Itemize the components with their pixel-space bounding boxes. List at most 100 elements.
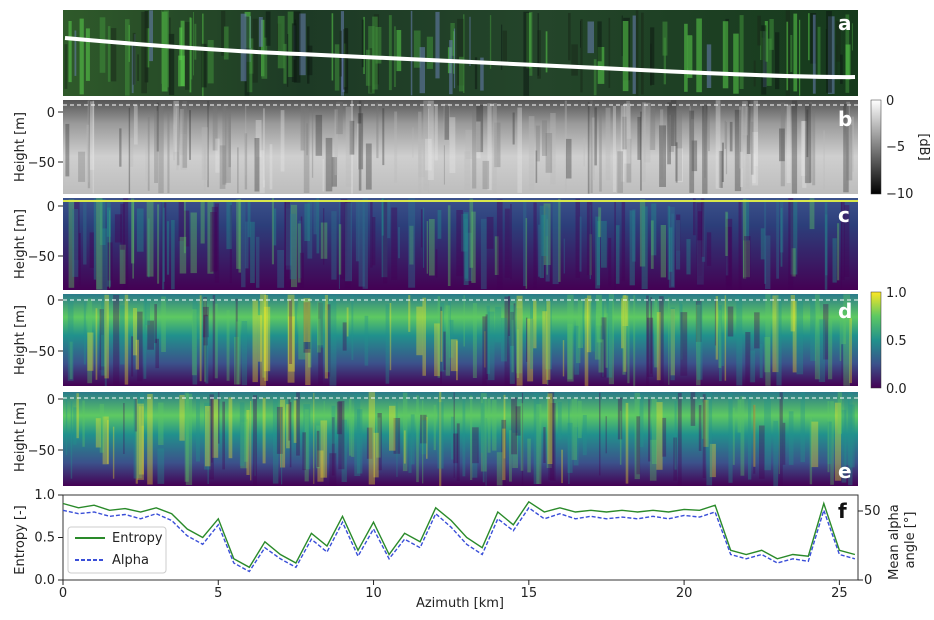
texture-streak <box>836 20 841 62</box>
texture-streak <box>173 124 176 161</box>
texture-streak <box>272 395 279 484</box>
texture-streak <box>109 210 111 289</box>
texture-streak <box>244 419 248 462</box>
texture-streak <box>410 10 413 96</box>
texture-streak <box>788 198 794 290</box>
texture-streak <box>408 295 411 332</box>
texture-streak <box>331 13 334 81</box>
texture-streak <box>546 219 548 275</box>
texture-streak <box>510 203 512 280</box>
texture-streak <box>293 400 297 443</box>
texture-streak <box>368 392 375 485</box>
texture-streak <box>229 205 232 284</box>
texture-streak <box>453 392 455 478</box>
texture-streak <box>733 33 739 94</box>
texture-streak <box>596 294 602 326</box>
texture-streak <box>706 392 713 486</box>
texture-streak <box>228 397 233 459</box>
colorbar-viridis-tick-05: 0.5 <box>886 334 907 349</box>
texture-streak <box>450 23 455 56</box>
texture-streak <box>322 158 324 192</box>
texture-streak <box>244 133 248 190</box>
texture-streak <box>482 396 485 483</box>
texture-streak <box>382 108 385 166</box>
texture-streak <box>211 397 213 463</box>
texture-streak <box>133 104 138 145</box>
texture-streak <box>204 402 211 470</box>
texture-streak <box>601 220 607 268</box>
texture-streak <box>288 399 291 441</box>
texture-streak <box>577 400 582 439</box>
texture-streak <box>331 211 337 280</box>
colorbar-db-tick-0: 0 <box>886 94 894 109</box>
texture-streak <box>484 331 486 368</box>
panel-e: e 0 −50 Height [m] <box>13 392 858 486</box>
texture-streak <box>650 220 654 269</box>
texture-streak <box>191 309 197 376</box>
texture-streak <box>250 221 255 283</box>
texture-streak <box>443 103 450 145</box>
texture-streak <box>145 296 150 326</box>
texture-streak <box>90 101 95 170</box>
texture-streak <box>86 124 90 183</box>
x-tick-label: 25 <box>831 586 848 601</box>
texture-streak <box>596 221 601 286</box>
texture-streak <box>447 205 451 286</box>
texture-streak <box>155 338 159 369</box>
texture-streak <box>136 208 144 252</box>
texture-streak <box>416 395 419 483</box>
texture-streak <box>526 317 528 362</box>
texture-streak <box>298 220 302 279</box>
texture-streak <box>538 224 541 277</box>
texture-streak <box>674 400 677 470</box>
texture-streak <box>599 392 601 476</box>
texture-streak <box>313 199 317 235</box>
texture-streak <box>621 15 623 57</box>
panel-f-yright-tick-0: 0 <box>864 573 872 588</box>
texture-streak <box>636 416 641 475</box>
texture-streak <box>851 23 853 51</box>
texture-streak <box>742 101 748 136</box>
texture-streak <box>809 198 815 230</box>
texture-streak <box>448 297 451 346</box>
texture-streak <box>650 297 653 374</box>
texture-streak <box>183 210 190 247</box>
texture-streak <box>259 150 265 194</box>
texture-streak <box>472 303 477 378</box>
texture-streak <box>83 302 86 365</box>
texture-streak <box>462 397 466 477</box>
texture-streak <box>480 403 483 453</box>
texture-streak <box>99 403 105 453</box>
texture-streak <box>621 201 626 282</box>
texture-streak <box>234 336 239 385</box>
texture-streak <box>545 207 550 282</box>
texture-streak <box>128 107 131 194</box>
texture-streak <box>790 295 795 332</box>
texture-streak <box>158 402 164 445</box>
texture-streak <box>757 15 761 46</box>
texture-streak <box>689 110 695 193</box>
texture-streak <box>824 202 828 290</box>
texture-streak <box>773 420 778 486</box>
texture-streak <box>427 100 434 180</box>
panel-e-ytick-0: 0 <box>47 393 55 408</box>
texture-streak <box>837 392 842 434</box>
texture-streak <box>600 317 607 378</box>
colorbar-db: 0 −5 −10 [dB] <box>870 94 931 202</box>
texture-streak <box>143 299 147 379</box>
texture-streak <box>605 416 607 454</box>
panel-e-ytick-50: −50 <box>28 444 55 459</box>
texture-streak <box>258 17 263 47</box>
texture-streak <box>212 295 216 381</box>
texture-streak <box>222 401 225 470</box>
texture-streak <box>718 310 722 368</box>
texture-streak <box>147 117 150 191</box>
texture-streak <box>276 406 283 454</box>
texture-streak <box>675 142 678 183</box>
texture-streak <box>102 416 109 465</box>
texture-streak <box>82 400 85 447</box>
texture-streak <box>659 125 666 187</box>
panel-c-heatmap <box>63 198 858 290</box>
texture-streak <box>775 32 780 90</box>
texture-streak <box>147 394 153 485</box>
